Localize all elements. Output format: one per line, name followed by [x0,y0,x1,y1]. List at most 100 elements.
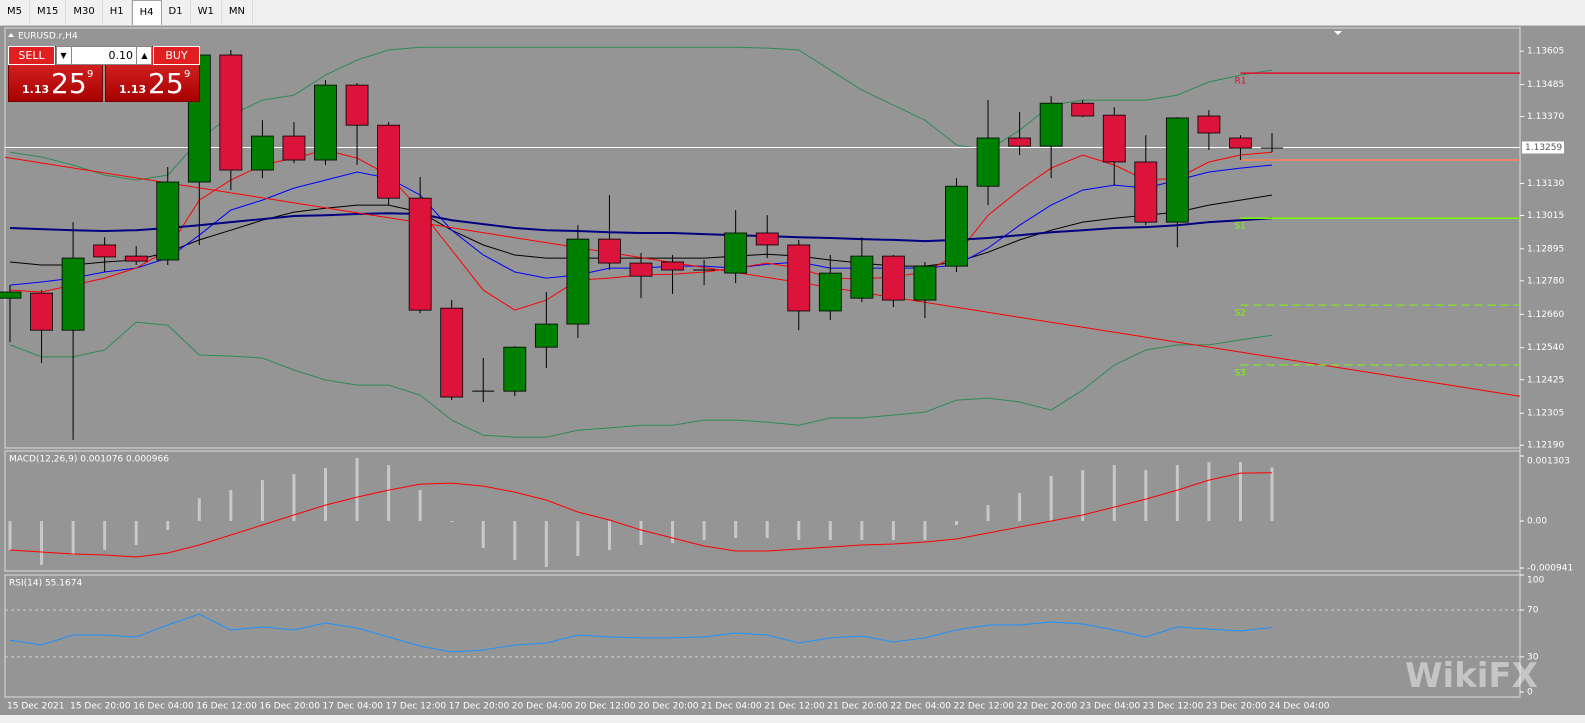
macd-bar [576,521,580,556]
candle-body [1071,102,1095,117]
y-tick-label: 30 [1527,652,1539,662]
macd-bar [1207,462,1211,522]
macd-bar [828,521,832,540]
y-tick-label: 1.12425 [1527,375,1564,385]
candle-body [440,307,464,398]
sell-price-pips: 25 [51,67,87,100]
macd-bar [797,521,801,540]
candle-body [724,232,748,274]
buy-caption[interactable]: BUY [153,46,200,65]
candle-body [314,84,337,161]
macd-bar [544,521,548,567]
macd-bar [197,498,201,522]
lot-input[interactable]: 0.10 [56,46,152,65]
x-tick-label: 21 Dec 20:00 [827,702,888,712]
candle-body [850,255,874,299]
macd-bar [671,521,675,543]
timeframe-tab[interactable]: MN [222,0,253,24]
price-label-box [1522,141,1564,154]
y-tick-label: 1.12895 [1527,244,1564,254]
y-tick-label: 1.12540 [1527,343,1564,353]
x-tick-label: 20 Dec 20:00 [638,702,699,712]
sell-caption[interactable]: SELL [8,46,55,65]
title-marker [8,33,14,37]
macd-bar [1018,493,1022,522]
price-label: 1.13259 [1525,143,1562,153]
chart-shift-marker [1334,31,1342,35]
x-tick-label: 16 Dec 12:00 [196,702,257,712]
y-tick-label: -0.000941 [1527,564,1573,574]
macd-bar [324,468,327,522]
y-tick-label: 1.12660 [1527,310,1564,320]
macd-bar [639,521,643,545]
macd-bar [955,521,958,526]
candle-body [219,54,243,171]
candle-body [377,124,401,199]
macd-bar [607,521,611,550]
candle-body [503,346,527,392]
lot-down[interactable]: ▼ [56,46,72,65]
pivot-label: R1 [1234,77,1246,87]
timeframe-tab[interactable]: M30 [66,0,103,24]
timeframe-tab[interactable]: M5 [0,0,30,24]
timeframe-tab[interactable]: H1 [103,0,132,24]
candle-body [818,272,842,312]
y-tick-label: 1.13485 [1527,80,1564,90]
x-tick-label: 23 Dec 20:00 [1206,702,1267,712]
timeframe-tab[interactable]: H4 [131,0,162,25]
macd-bar [1049,476,1053,522]
macd-bar [702,521,706,540]
candle-body [156,181,180,261]
y-tick-label: 0.00 [1527,517,1547,527]
y-tick-label: 1.12780 [1527,276,1564,286]
candle-body [661,261,684,271]
candle-body [1197,115,1221,134]
x-tick-label: 15 Dec 2021 [7,702,65,712]
x-tick-label: 21 Dec 04:00 [701,702,762,712]
candle-body [598,238,621,264]
candle-body [250,135,274,171]
candle-body [882,255,905,301]
sell-price-fraction: 9 [87,69,94,80]
buy-price-big: 1.13 [119,83,147,96]
macd-bar [229,490,233,522]
lot-up[interactable]: ▲ [136,46,152,65]
watermark: WikiFX [1405,656,1538,696]
y-tick-label: 1.13370 [1527,112,1564,122]
x-tick-label: 17 Dec 20:00 [449,702,510,712]
candle-body [1102,114,1126,163]
candle-body [0,291,22,299]
x-tick-label: 24 Dec 04:00 [1269,702,1330,712]
timeframe-tab[interactable]: D1 [162,0,191,24]
x-tick-label: 22 Dec 20:00 [1017,702,1078,712]
y-tick-label: 1.12305 [1527,409,1564,419]
candle-body [124,255,148,262]
candle-body [61,257,85,331]
macd-bar [513,521,517,560]
macd-bar [986,505,990,522]
macd-bar [292,474,296,522]
indicator-line [9,321,1273,438]
candle-body [913,265,937,301]
candle-body [93,244,117,258]
candle-body [787,244,811,312]
candle-body [945,185,968,267]
indicator-title: MACD(12,26,9) 0.001076 0.000966 [9,455,169,465]
pivot-label: S3 [1234,369,1245,379]
timeframe-tab[interactable]: W1 [191,0,222,24]
macd-bar [450,521,454,523]
macd-bar [1081,470,1085,522]
y-tick-label: 100 [1527,576,1544,586]
timeframe-tab[interactable]: M15 [30,0,67,24]
y-tick-label: 1.13015 [1527,211,1564,221]
macd-bar [1112,465,1116,522]
x-tick-label: 16 Dec 20:00 [259,702,320,712]
candle-body [30,292,53,331]
buy-price-pips: 25 [148,67,184,100]
candle-body [566,238,590,325]
candle-body [976,137,1000,187]
macd-bar [891,521,895,540]
x-tick-label: 21 Dec 12:00 [764,702,825,712]
macd-bar [134,521,138,545]
